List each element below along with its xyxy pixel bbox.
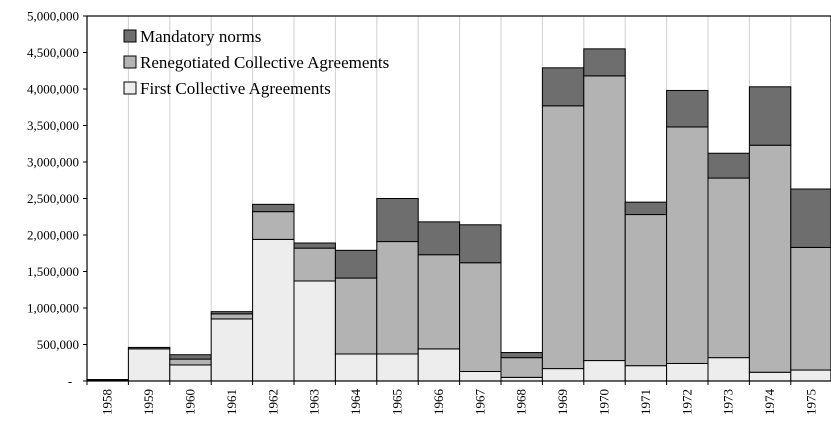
bar-segment [624,214,668,367]
legend-swatch [123,55,137,69]
bar-segment [583,48,626,77]
x-tick-label: 1972 [679,389,694,415]
y-tick-label: 3,000,000 [27,155,79,170]
bar-segment [500,357,543,378]
y-tick-label: 1,000,000 [27,301,79,316]
bar-segment [334,353,378,382]
bar-segment [169,358,212,366]
x-tick-label: 1975 [804,389,819,415]
bar-segment [459,224,502,264]
y-tick-label: 4,500,000 [27,45,79,60]
legend-label: First Collective Agreements [140,79,331,98]
bars [86,48,831,382]
bar-segment [334,249,378,279]
y-tick-label: 5,000,000 [27,9,79,24]
y-tick-label: 3,500,000 [27,118,79,133]
bar-segment [666,362,709,382]
x-axis-ticks: 1958 1959 1960 1961 1962 1963 1964 1965 1966 1967… [86,381,819,416]
bar-segment [459,371,502,382]
bar-segment [417,221,461,256]
bar-segment [583,360,626,382]
x-tick-label: 1974 [762,389,777,416]
legend-label: Mandatory norms [140,27,261,46]
x-tick-label: 1969 [555,389,570,415]
bar-segment [748,371,792,382]
y-tick-label: - [68,374,72,389]
y-tick-label: 4,000,000 [27,82,79,97]
bar-segment [541,368,585,382]
x-tick-label: 1973 [721,389,736,415]
bar-segment [127,346,171,350]
bar-segment [252,211,295,240]
bar-segment [624,201,668,216]
x-tick-label: 1961 [224,389,239,415]
bar-segment [169,364,212,382]
legend-swatch [123,81,137,95]
y-tick-label: 500,000 [37,337,79,352]
legend-swatch [123,29,137,43]
bar-segment [376,353,419,382]
x-tick-label: 1960 [183,389,198,415]
x-tick-label: 1966 [431,389,446,416]
y-axis-ticks: - 500,000 1,000,000 1,500,000 2,000,000 2,500… [27,9,87,389]
y-tick-label: 1,500,000 [27,264,79,279]
bar-segment [417,348,461,382]
bar-segment [500,352,543,359]
x-tick-label: 1963 [307,389,322,415]
x-tick-label: 1958 [100,389,115,415]
bar-segment [252,203,295,213]
legend: Mandatory norms Renegotiated Collective A… [123,27,389,98]
bar-segment [748,86,792,146]
x-tick-label: 1959 [141,389,156,415]
bar-segment [293,280,336,382]
y-tick-label: 2,000,000 [27,228,79,243]
bar-segment [790,188,831,248]
bar-segment [748,144,792,373]
bar-segment [624,365,668,382]
bar-segment [210,313,254,320]
x-tick-label: 1968 [514,389,529,415]
bar-segment [417,254,461,350]
bar-segment [334,277,378,355]
bar-segment [707,177,750,359]
bar-segment [583,75,626,362]
bar-segment [127,348,171,382]
bar-segment [210,318,254,382]
bar-segment [376,241,419,355]
bar-segment [707,152,750,179]
bar-segment [293,247,336,282]
x-tick-label: 1971 [638,389,653,415]
bar-segment [790,369,831,382]
bar-segment [707,357,750,382]
bar-segment [86,379,129,381]
x-tick-label: 1970 [597,389,612,415]
x-tick-label: 1964 [348,389,363,416]
y-tick-label: 2,500,000 [27,191,79,206]
bar-segment [541,105,585,370]
bar-segment [376,198,419,243]
bar-segment [459,262,502,373]
x-tick-label: 1965 [390,389,405,415]
bar-segment [293,242,336,249]
bar-segment [210,311,254,315]
bar-segment [790,246,831,371]
bar-segment [169,354,212,360]
x-tick-label: 1967 [472,389,487,416]
bar-segment [252,238,295,382]
bar-segment [666,89,709,128]
bar-segment [666,126,709,364]
legend-label: Renegotiated Collective Agreements [140,53,389,72]
bar-segment [541,67,585,107]
x-tick-label: 1962 [265,389,280,415]
